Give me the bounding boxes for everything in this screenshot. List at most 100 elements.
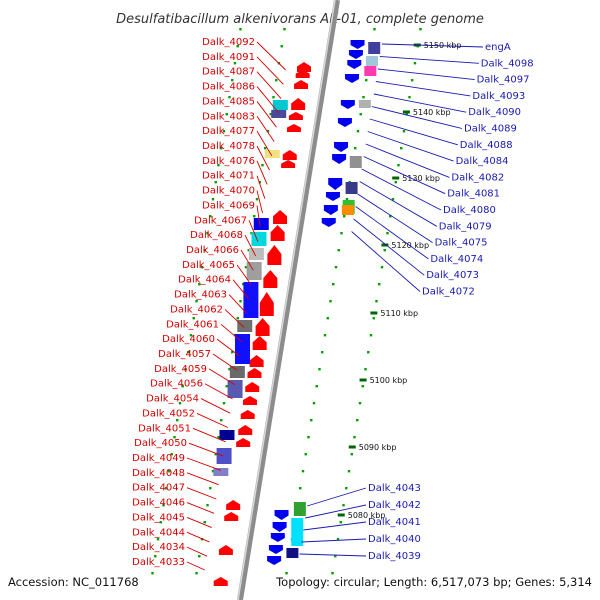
tick-dot — [266, 130, 270, 133]
forward-gene — [249, 355, 264, 367]
leader-line — [256, 41, 286, 71]
tick-dot — [195, 572, 198, 575]
tick-dot — [343, 215, 346, 218]
tick-dot — [192, 317, 195, 320]
tick-dot — [184, 368, 187, 371]
leader-line — [353, 218, 425, 276]
gene-label-right: Dalk_4075 — [435, 238, 488, 249]
tick-dot — [167, 470, 171, 473]
leader-line — [256, 101, 277, 128]
tick-dot — [419, 28, 422, 31]
gene-label-right: Dalk_4080 — [443, 205, 496, 216]
tick-dot — [283, 28, 286, 31]
leader-line — [375, 81, 471, 97]
tick-dot — [159, 521, 162, 524]
accession-text: Accession: NC_011768 — [8, 575, 139, 589]
leader-line — [224, 309, 245, 328]
reverse-gene — [274, 510, 289, 520]
leader-line — [212, 353, 238, 371]
tick-dot — [211, 470, 215, 473]
gene-block — [272, 100, 288, 110]
gene-block — [251, 232, 267, 246]
tick-label: 5080 kbp — [348, 511, 386, 520]
tick-dot — [350, 453, 353, 456]
leader-line — [256, 71, 282, 99]
gene-label-right: Dalk_4097 — [477, 75, 530, 86]
tick-dot — [203, 521, 206, 524]
gene-block — [264, 150, 280, 158]
tick-dot — [244, 266, 248, 269]
leader-line — [228, 294, 247, 314]
tick-dot — [217, 164, 220, 167]
gene-label-right: Dalk_4072 — [422, 287, 475, 298]
forward-gene — [226, 500, 241, 510]
forward-gene — [255, 318, 270, 336]
tick-dot — [307, 436, 310, 439]
leader-line — [371, 106, 463, 129]
gene-label-left: Dalk_4065 — [182, 260, 235, 271]
leader-line — [186, 561, 206, 571]
tick-dot — [206, 232, 209, 235]
leader-line — [301, 538, 367, 543]
tick-dot — [162, 504, 165, 507]
gene-block — [237, 320, 253, 332]
gene-block — [345, 182, 358, 194]
reverse-gene — [272, 522, 287, 532]
forward-gene — [267, 245, 282, 265]
map-title: Desulfatibacillum alkenivorans AK-01, co… — [116, 12, 484, 27]
tick-dot — [275, 79, 278, 82]
leader-line — [186, 546, 208, 557]
tick-dot — [231, 79, 234, 82]
gene-label-left: Dalk_4054 — [146, 394, 199, 405]
tick-dot — [280, 45, 283, 48]
tick-dot — [402, 130, 406, 133]
leader-line — [186, 502, 215, 514]
tick-dot — [347, 470, 351, 473]
tick-dot — [356, 130, 360, 133]
label-layer: Dalk_4092 Dalk_4091 Dalk_4087 Dalk_4086 Dalk… — [132, 37, 534, 568]
leader-line — [186, 517, 212, 529]
tick-major — [392, 176, 400, 180]
tick-dot — [253, 215, 256, 218]
tick-dot — [247, 249, 250, 252]
leader-line — [256, 205, 261, 228]
tick-dot — [222, 402, 226, 405]
tick-dot — [359, 113, 362, 116]
tick-dot — [336, 538, 340, 541]
gene-label-right: Dalk_4073 — [426, 270, 479, 281]
tick-dot — [187, 351, 190, 354]
gene-label-left: Dalk_4078 — [202, 141, 255, 152]
tick-dot — [151, 572, 154, 575]
tick-dot — [236, 45, 239, 48]
tick-dot — [356, 419, 359, 422]
tick-dot — [361, 385, 364, 388]
gene-label-left: Dalk_4063 — [174, 290, 227, 301]
forward-gene — [273, 210, 288, 224]
tick-dot — [176, 419, 179, 422]
gene-block — [271, 110, 287, 118]
tick-dot — [200, 266, 204, 269]
reverse-gene — [334, 142, 349, 152]
leader-line — [256, 116, 275, 142]
tick-dot — [225, 113, 228, 116]
tick-dot — [264, 147, 267, 150]
leader-line — [248, 220, 259, 242]
tick-dot — [211, 198, 215, 201]
gene-label-left: Dalk_4056 — [150, 379, 203, 390]
tick-dot — [209, 487, 212, 490]
tick-dot — [285, 572, 288, 575]
gene-label-right: Dalk_4040 — [368, 534, 421, 545]
reverse-gene — [332, 154, 347, 164]
gene-block — [216, 448, 232, 464]
gene-block — [213, 468, 229, 476]
tick-dot — [373, 28, 376, 31]
tick-dot — [217, 436, 220, 439]
tick-dot — [315, 385, 318, 388]
forward-gene — [296, 62, 311, 72]
topology-text: Topology: circular; Length: 6,517,073 bp… — [275, 575, 592, 589]
tick-dot — [239, 28, 242, 31]
gene-label-left: Dalk_4046 — [132, 498, 185, 509]
gene-label-left: Dalk_4062 — [170, 304, 223, 315]
forward-gene — [282, 150, 297, 160]
forward-gene — [288, 112, 303, 120]
